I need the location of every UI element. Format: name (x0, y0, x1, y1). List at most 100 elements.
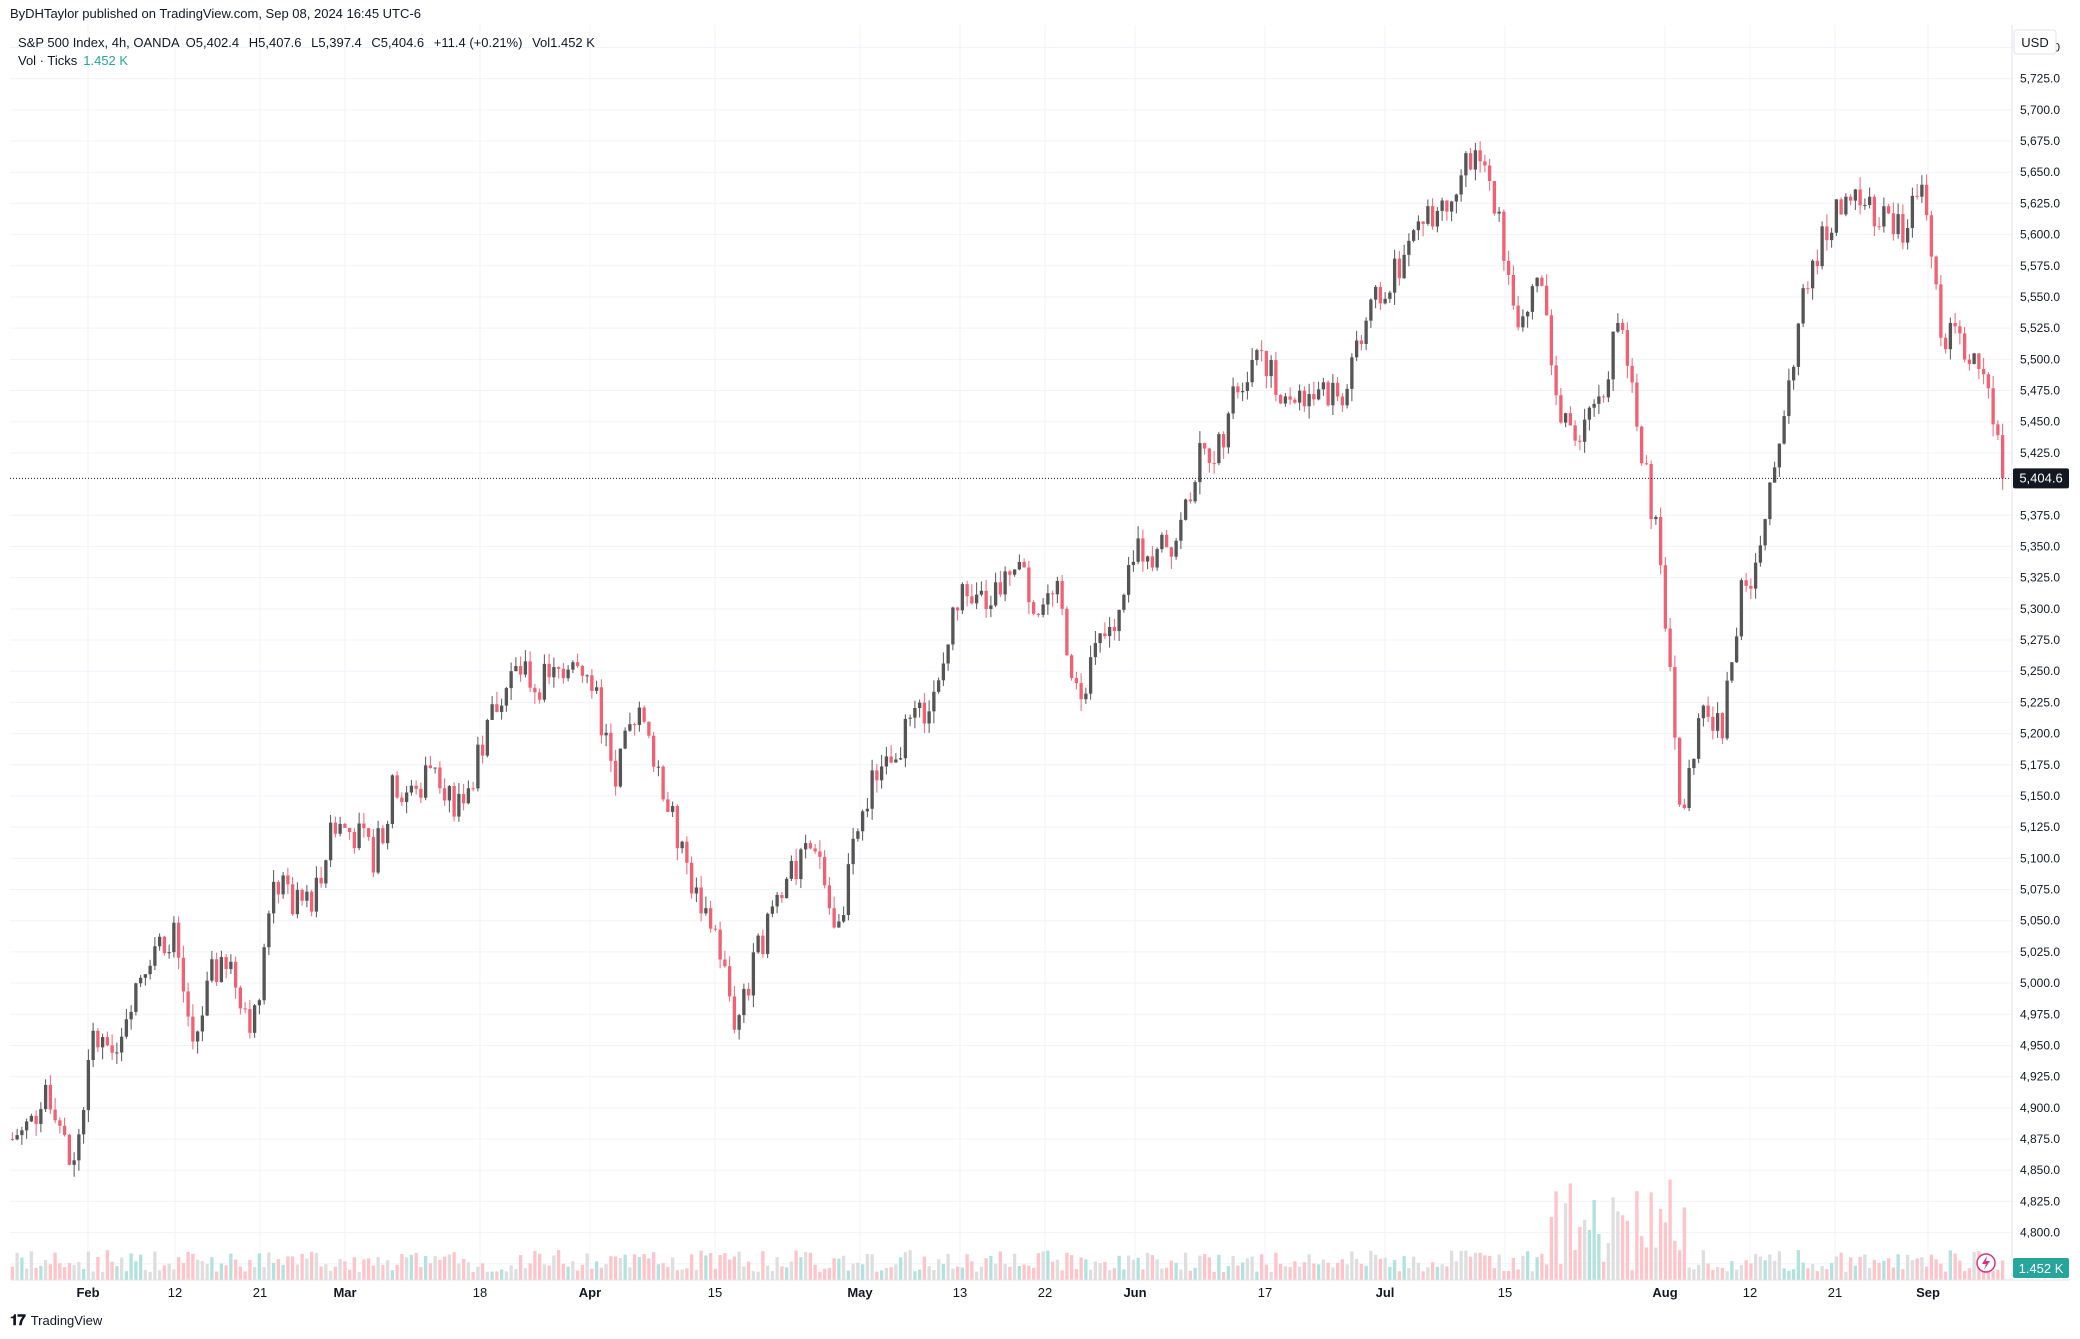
volume-bar (1388, 1266, 1392, 1280)
x-tick-label: 13 (953, 1285, 967, 1300)
volume-bar (1088, 1269, 1093, 1280)
volume-bar (1017, 1266, 1022, 1280)
volume-bar (1245, 1258, 1250, 1280)
candle-body (191, 1016, 195, 1042)
candle-body (789, 860, 794, 879)
volume-bar (1022, 1264, 1026, 1280)
candle-body (1183, 499, 1188, 520)
volume-bar (784, 1267, 789, 1280)
candle-body (865, 808, 870, 812)
volume-bar (1193, 1267, 1197, 1280)
candle-body (1221, 434, 1226, 448)
volume-bar (808, 1252, 813, 1280)
volume-bar (1559, 1264, 1563, 1280)
volume-bar (1853, 1265, 1858, 1280)
volume-bar (661, 1263, 665, 1280)
candle-body (884, 756, 889, 767)
volume-bar (167, 1263, 171, 1280)
candle-body (670, 806, 675, 812)
volume-bar (81, 1269, 86, 1280)
candle-body (1924, 184, 1929, 216)
candle-body (1307, 394, 1311, 407)
volume-bar (143, 1270, 148, 1280)
volume-bar (922, 1256, 927, 1280)
volume-bar (1468, 1256, 1473, 1280)
y-tick-label: 5,000.0 (2020, 976, 2060, 990)
candle-body (1321, 382, 1326, 390)
volume-bar (62, 1267, 67, 1280)
volume-bar (385, 1260, 390, 1280)
vol-ticks-label[interactable]: Vol · Ticks (18, 53, 78, 68)
footer-brand[interactable]: 𝟏𝟕 TradingView (10, 1312, 102, 1329)
candle-body (552, 667, 556, 678)
volume-bar (974, 1271, 979, 1280)
volume-bar (737, 1251, 741, 1280)
symbol-title[interactable]: S&P 500 Index, 4h, OANDA (18, 35, 180, 50)
volume-bar (946, 1254, 950, 1280)
volume-bar (761, 1251, 765, 1280)
lightning-icon[interactable] (1976, 1253, 1996, 1273)
volume-bar (115, 1266, 119, 1280)
y-tick-label: 4,925.0 (2020, 1070, 2060, 1084)
candle-body (1031, 602, 1036, 614)
volume-bar (1084, 1259, 1088, 1280)
publisher-line: ByDHTaylor published on TradingView.com,… (10, 6, 421, 21)
volume-bar (1611, 1197, 1615, 1280)
volume-bar (856, 1262, 860, 1280)
candle-body (1644, 463, 1649, 465)
volume-bar (1183, 1252, 1188, 1280)
candle-body (124, 1019, 129, 1037)
volume-bar (1825, 1269, 1829, 1280)
volume-bar (1293, 1261, 1297, 1280)
volume-bar (20, 1257, 24, 1280)
price-axis: 5,750.05,725.05,700.05,675.05,650.05,625… (2020, 40, 2060, 1270)
volume-bar (1226, 1266, 1231, 1280)
volume-bar (295, 1264, 300, 1280)
volume-bar (1820, 1266, 1824, 1280)
candle-body (1516, 305, 1520, 328)
volume-bar (789, 1261, 794, 1280)
candle-body (428, 765, 433, 768)
candle-body (1283, 396, 1288, 404)
candle-body (39, 1109, 43, 1124)
volume-bar (1943, 1271, 1948, 1280)
volume-bar (1644, 1247, 1649, 1280)
candle-body (29, 1115, 34, 1122)
candle-body (742, 988, 746, 1016)
volume-bar (556, 1250, 561, 1280)
volume-bar (1440, 1264, 1444, 1280)
candle-body (1326, 382, 1330, 406)
candle-body (1036, 613, 1041, 615)
volume-bar (537, 1253, 542, 1280)
candle-body (1383, 298, 1387, 304)
volume-bar (1663, 1222, 1668, 1280)
volume-bar (1948, 1250, 1953, 1280)
candle-body (1245, 382, 1250, 391)
volume-bar (495, 1271, 499, 1280)
x-tick-label: 22 (1038, 1285, 1052, 1300)
volume-bar (480, 1263, 485, 1280)
candle-body (1616, 322, 1620, 332)
volume-bar (58, 1263, 62, 1280)
volume-bar (875, 1271, 879, 1280)
candle-body (129, 1011, 133, 1020)
candle-body (262, 947, 266, 1001)
volume-bar (1487, 1255, 1492, 1280)
candle-body (1967, 359, 1972, 364)
y-tick-label: 4,900.0 (2020, 1101, 2060, 1115)
x-tick-label: 15 (708, 1285, 722, 1300)
volume-bar (894, 1264, 898, 1280)
volume-bar (575, 1270, 580, 1280)
tradingview-logo-icon: 𝟏𝟕 (10, 1312, 26, 1329)
volume-bar (1069, 1255, 1074, 1280)
volume-bar (898, 1257, 903, 1280)
y-tick-label: 5,425.0 (2020, 446, 2060, 460)
candle-body (1278, 394, 1283, 404)
y-tick-label: 5,625.0 (2020, 196, 2060, 210)
candle-body (1654, 516, 1658, 520)
volume-bar (989, 1255, 993, 1280)
volume-bar (1834, 1256, 1839, 1280)
volume-bar (870, 1254, 874, 1280)
volume-bar (1744, 1260, 1748, 1280)
